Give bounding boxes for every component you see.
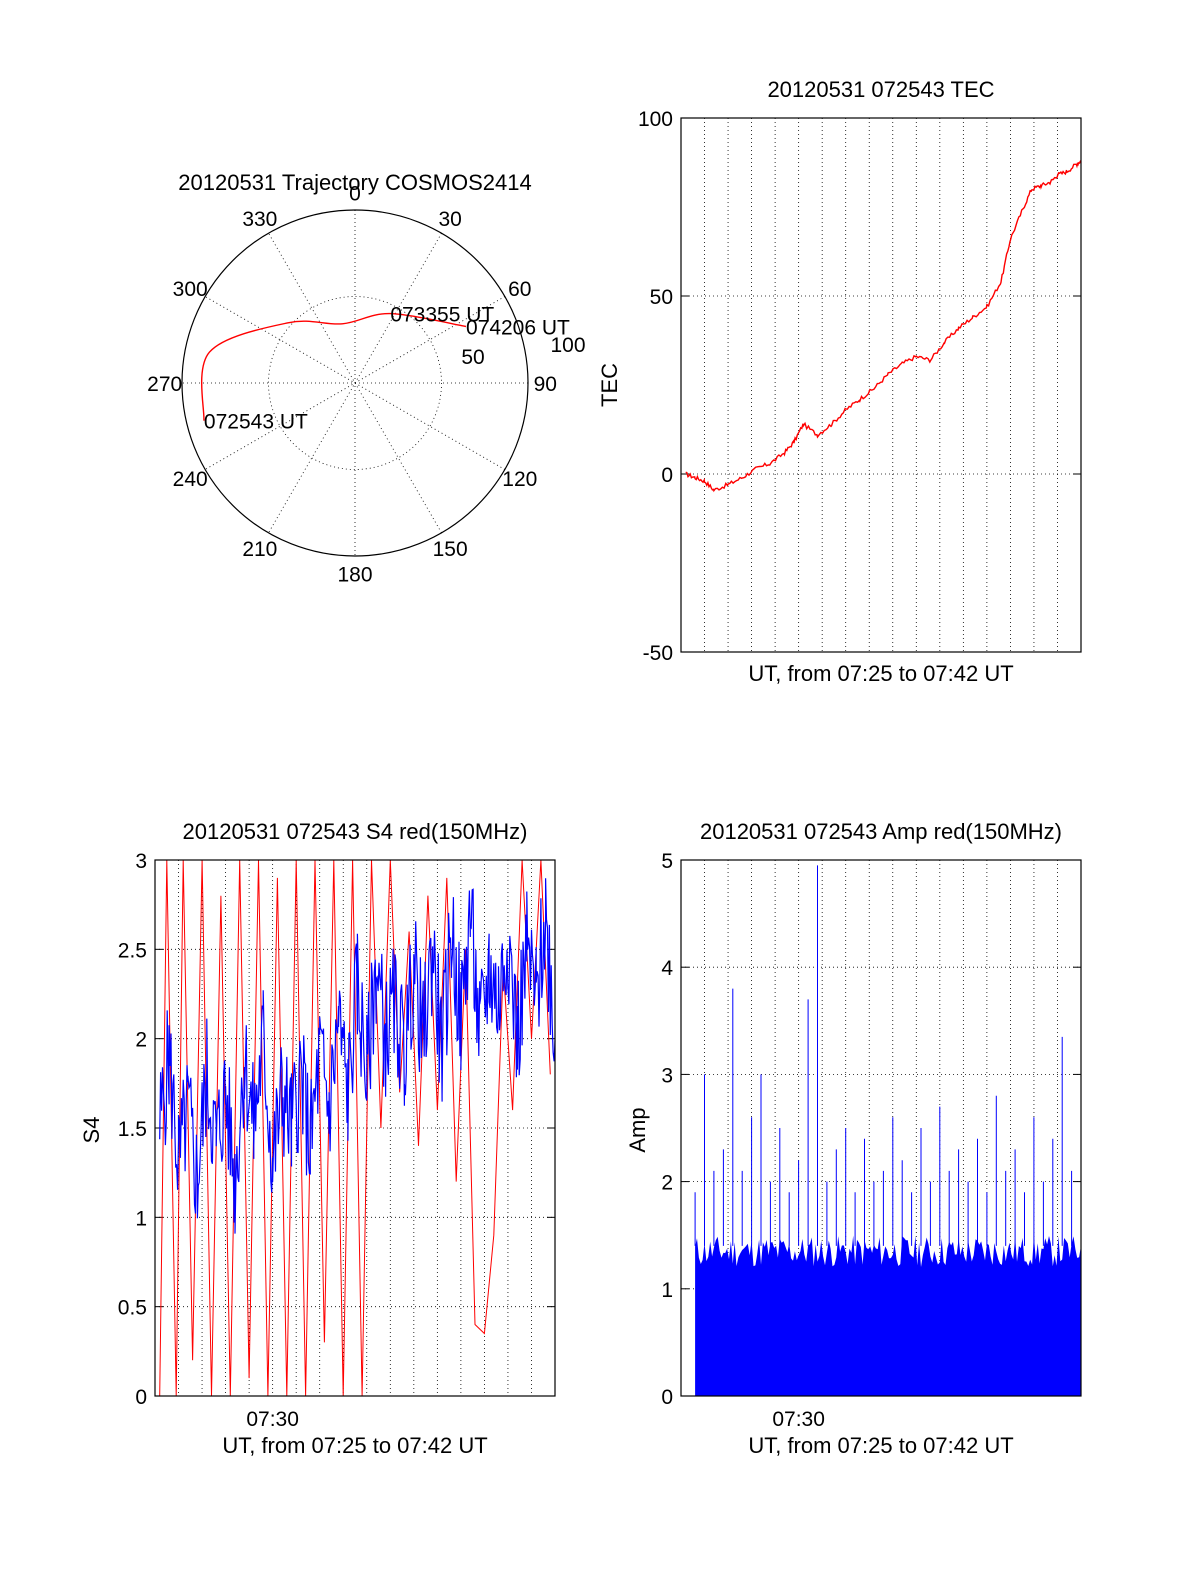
tec-plot-frame: [680, 117, 1082, 653]
s4-ytick-label-2: 1: [135, 1207, 147, 1230]
polar-grid: [182, 210, 528, 556]
s4-ytick-label-0: 0: [135, 1386, 147, 1409]
s4-blue-series-line: [159, 878, 556, 1234]
amp-ytick-label-4: 4: [661, 957, 673, 980]
amp-plot-frame: [680, 859, 1082, 1397]
amp-ytick-label-0: 0: [661, 1386, 673, 1409]
s4-ytick-label-5: 2.5: [118, 939, 147, 962]
polar-angle-label-330: 330: [242, 208, 277, 231]
s4-xtick-label-0: 07:30: [246, 1408, 299, 1431]
amp-y-tick-labels: 0 1 2 3 4 5: [661, 850, 673, 1409]
trajectory-track: [200, 312, 467, 421]
polar-angle-label-30: 30: [438, 208, 461, 231]
polar-angle-label-240: 240: [173, 468, 208, 491]
polar-angle-label-180: 180: [337, 563, 372, 586]
s4-y-tick-labels: 0 0.5 1 1.5 2 2.5 3: [118, 850, 147, 1409]
polar-angle-label-120: 120: [502, 468, 537, 491]
trajectory-time-label-2: 072543 UT: [204, 411, 308, 434]
trajectory-panel: 20120531 Trajectory COSMOS2414 0 30 60 90 12…: [147, 170, 585, 586]
amp-ytick-label-3: 3: [661, 1064, 673, 1087]
polar-ring-50: [268, 296, 442, 470]
polar-angle-label-0: 0: [349, 183, 361, 206]
polar-angle-label-150: 150: [433, 538, 468, 561]
s4-x-tick-labels: 07:30: [246, 1408, 299, 1431]
trajectory-title: 20120531 Trajectory COSMOS2414: [178, 170, 531, 195]
tec-y-axis-label: TEC: [597, 363, 622, 407]
amp-ytick-label-5: 5: [661, 850, 673, 873]
s4-ytick-label-6: 3: [135, 850, 147, 873]
amp-panel: 20120531 072543 Amp red(150MHz) 0 1 2 3 4 5 0…: [625, 819, 1082, 1458]
tec-series-line: [685, 160, 1082, 493]
amp-x-tick-labels: 07:30: [772, 1408, 825, 1431]
amp-xtick-label-0: 07:30: [772, 1408, 825, 1431]
tec-x-axis-label: UT, from 07:25 to 07:42 UT: [748, 661, 1013, 686]
polar-angle-label-90: 90: [534, 373, 557, 396]
trajectory-time-label-1: 073355 UT: [390, 304, 494, 327]
tec-ytick-label-1: 0: [661, 464, 673, 487]
tec-panel: 20120531 072543 TEC -50 0 50 100 TEC UT, fr…: [597, 77, 1082, 686]
polar-angle-label-60: 60: [508, 278, 531, 301]
tec-y-tick-labels: -50 0 50 100: [638, 108, 673, 665]
s4-title: 20120531 072543 S4 red(150MHz): [183, 819, 528, 844]
tec-ytick-label-3: 100: [638, 108, 673, 131]
amp-ytick-label-1: 1: [661, 1279, 673, 1302]
amp-title: 20120531 072543 Amp red(150MHz): [700, 819, 1062, 844]
polar-radial-label-100: 100: [550, 334, 585, 357]
s4-ytick-label-4: 2: [135, 1029, 147, 1052]
tec-ytick-label-2: 50: [650, 286, 673, 309]
amp-blue-series-line: [694, 865, 1073, 1246]
polar-angle-labels: 0 30 60 90 120 150 180 210 240 270 300 330: [147, 183, 557, 587]
amp-ytick-label-2: 2: [661, 1172, 673, 1195]
trajectory-time-label-0: 074206 UT: [466, 316, 570, 339]
s4-ytick-label-3: 1.5: [118, 1118, 147, 1141]
s4-plot-frame: [154, 859, 556, 1397]
s4-ytick-label-1: 0.5: [118, 1297, 147, 1320]
polar-spoke-150: [268, 232, 442, 534]
polar-angle-label-270: 270: [147, 373, 182, 396]
amp-blue-series-area: [695, 1235, 1081, 1396]
s4-panel: 20120531 072543 S4 red(150MHz) 0 0.5 1 1.5 2…: [79, 819, 556, 1458]
amp-y-axis-label: Amp: [625, 1107, 650, 1152]
polar-angle-label-300: 300: [173, 278, 208, 301]
polar-angle-label-210: 210: [242, 538, 277, 561]
s4-grid: [155, 859, 555, 1397]
tec-grid: [681, 117, 1081, 653]
s4-x-axis-label: UT, from 07:25 to 07:42 UT: [222, 1433, 487, 1458]
tec-title: 20120531 072543 TEC: [767, 77, 994, 102]
amp-x-axis-label: UT, from 07:25 to 07:42 UT: [748, 1433, 1013, 1458]
s4-y-axis-label: S4: [79, 1117, 104, 1144]
tec-ytick-label-0: -50: [643, 642, 673, 665]
polar-radial-label-50: 50: [461, 346, 484, 369]
